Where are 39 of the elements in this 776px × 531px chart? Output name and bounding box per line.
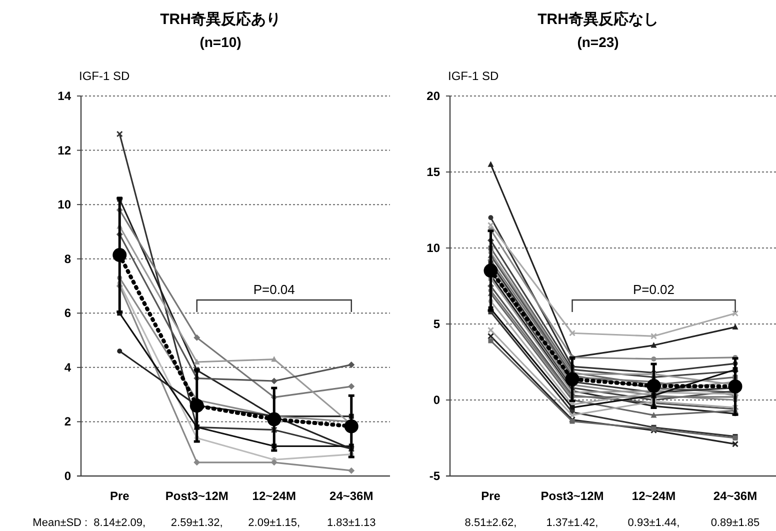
y-tick-label: 6 — [64, 306, 72, 320]
y-tick-label: 14 — [58, 89, 72, 103]
data-label: 0.93±1.44, — [628, 517, 680, 529]
x-tick-label: Pre — [110, 489, 130, 503]
chart-subtitle: (n=10) — [200, 34, 242, 50]
x-tick-label: 12~24M — [632, 489, 676, 503]
annotation: P=0.04 — [253, 282, 295, 297]
y-tick-label: 4 — [64, 360, 72, 374]
data-label: 1.37±1.42, — [546, 517, 598, 529]
y-tick-label: 10 — [426, 241, 440, 255]
y-tick-label: 8 — [64, 252, 72, 266]
x-tick-label: 24~36M — [330, 489, 374, 503]
y-axis-title: IGF-1 SD — [79, 69, 130, 83]
y-tick-label: -5 — [429, 469, 440, 483]
x-tick-label: 24~36M — [713, 489, 758, 503]
y-tick-label: 15 — [426, 165, 440, 179]
y-tick-label: 10 — [58, 198, 72, 212]
chart-title: TRH奇異反応あり — [160, 10, 281, 28]
text: Mean±SD : — [32, 517, 88, 529]
y-tick-label: 5 — [433, 317, 440, 331]
y-tick-label: 0 — [433, 393, 440, 407]
y-axis-title: IGF-1 SD — [448, 69, 500, 83]
y-tick-label: 0 — [64, 469, 72, 483]
x-tick-label: Pre — [481, 489, 501, 503]
data-label: 2.59±1.32, — [170, 517, 223, 529]
x-tick-label: Post3~12M — [165, 489, 228, 503]
chart-title: TRH奇異反応なし — [538, 10, 658, 28]
y-tick-label: 20 — [426, 89, 440, 103]
data-label: 2.09±1.15, — [248, 517, 300, 529]
data-label: 8.51±2.62, — [464, 517, 517, 529]
y-tick-label: 12 — [58, 143, 72, 158]
data-label: 8.14±2.09, — [94, 517, 146, 529]
y-tick-label: 2 — [64, 414, 72, 429]
annotation: P=0.02 — [632, 282, 675, 297]
x-tick-label: Post3~12M — [540, 489, 604, 503]
data-label: 0.89±1.85 — [710, 517, 760, 529]
data-label: 1.83±1.13 — [326, 517, 376, 529]
x-tick-label: 12~24M — [252, 489, 296, 503]
chart-subtitle: (n=23) — [577, 34, 619, 50]
